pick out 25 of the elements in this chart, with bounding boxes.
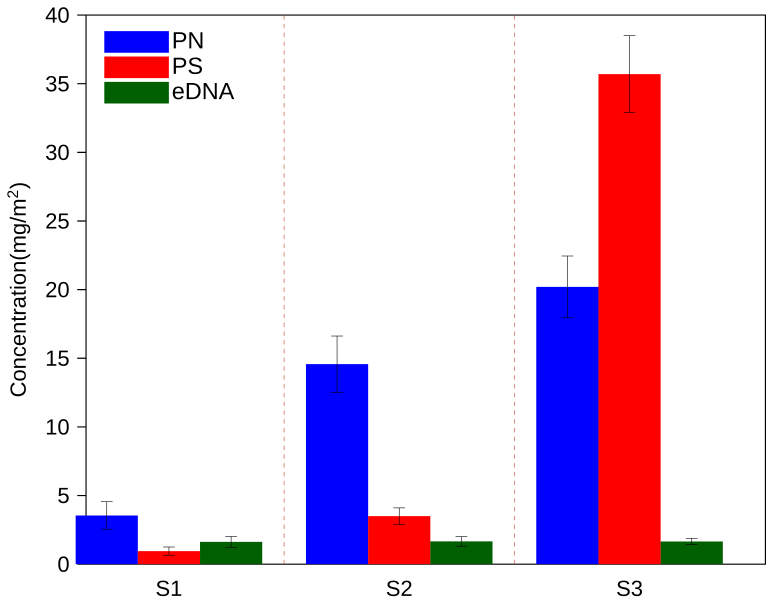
y-tick-label: 10 — [46, 418, 69, 434]
x-tick-label: S2 — [386, 580, 412, 596]
y-tick-label: 0 — [58, 556, 69, 572]
bar — [306, 364, 368, 564]
y-tick-label: 20 — [46, 282, 69, 298]
bar — [200, 542, 262, 564]
y-tick-label: 40 — [46, 7, 69, 23]
bar — [138, 550, 200, 564]
legend-label: eDNA — [172, 82, 234, 100]
bar — [76, 515, 138, 564]
y-tick-label: 5 — [58, 488, 69, 503]
y-tick-label: 15 — [46, 350, 69, 366]
x-tick-label: S1 — [156, 580, 182, 596]
x-tick-label: S3 — [617, 580, 642, 596]
bar — [430, 541, 493, 564]
legend-label: PS — [174, 57, 202, 74]
bar — [536, 286, 598, 564]
y-tick-label: 25 — [46, 213, 69, 229]
y-tick-label: 35 — [46, 76, 69, 92]
bar — [660, 541, 723, 564]
y-axis-title: Concentration(mg/m$^{2}$) — [7, 183, 30, 396]
legend-label: PN — [174, 32, 202, 48]
bar — [368, 516, 430, 564]
y-tick-label: 30 — [46, 144, 69, 160]
bar — [598, 74, 661, 564]
